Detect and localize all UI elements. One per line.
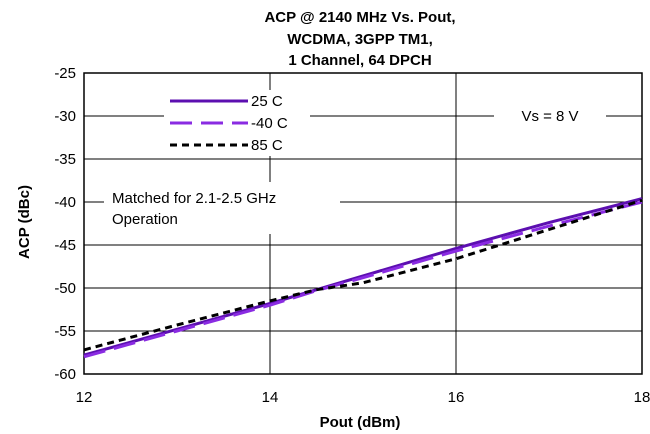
x-tick-label: 12 <box>76 389 93 406</box>
legend-label-0: 25 C <box>251 93 283 110</box>
title-line-2: WCDMA, 3GPP TM1, <box>287 31 433 48</box>
x-axis-title: Pout (dBm) <box>320 414 401 431</box>
y-tick-label: -30 <box>54 108 76 125</box>
title-line-1: ACP @ 2140 MHz Vs. Pout, <box>264 9 455 26</box>
annotation-matched-line-1: Matched for 2.1-2.5 GHz <box>112 190 276 207</box>
annotation-vs-bg <box>494 98 606 130</box>
annotation-matched: Matched for 2.1-2.5 GHz Operation <box>104 182 340 234</box>
plot-area-frame <box>83 72 643 375</box>
plot-border <box>83 72 643 375</box>
series-line-2 <box>83 198 643 352</box>
y-tick-label: -40 <box>54 194 76 211</box>
y-axis-title: ACP (dBc) <box>16 185 33 259</box>
x-tick-label: 18 <box>634 389 650 406</box>
annotation-matched-bg <box>104 182 340 234</box>
y-tick-label: -60 <box>54 366 76 383</box>
title-line-3: 1 Channel, 64 DPCH <box>288 52 431 69</box>
y-tick-label: -50 <box>54 280 76 297</box>
y-tick-label: -35 <box>54 151 76 168</box>
legend-label-2: 85 C <box>251 137 283 154</box>
annotation-vs: Vs = 8 V <box>494 98 606 130</box>
x-tick-label: 14 <box>262 389 279 406</box>
y-tick-label: -45 <box>54 237 76 254</box>
legend: 25 C -40 C 85 C <box>164 90 310 156</box>
chart-title: ACP @ 2140 MHz Vs. Pout, WCDMA, 3GPP TM1… <box>264 9 455 69</box>
annotation-vs-text: Vs = 8 V <box>521 108 578 125</box>
x-tick-label: 16 <box>448 389 465 406</box>
annotation-matched-line-2: Operation <box>112 211 178 228</box>
legend-label-1: -40 C <box>251 115 288 132</box>
series-line-1 <box>83 200 643 359</box>
series-group <box>83 197 643 359</box>
y-tick-label: -55 <box>54 323 76 340</box>
y-tick-label: -25 <box>54 65 76 82</box>
